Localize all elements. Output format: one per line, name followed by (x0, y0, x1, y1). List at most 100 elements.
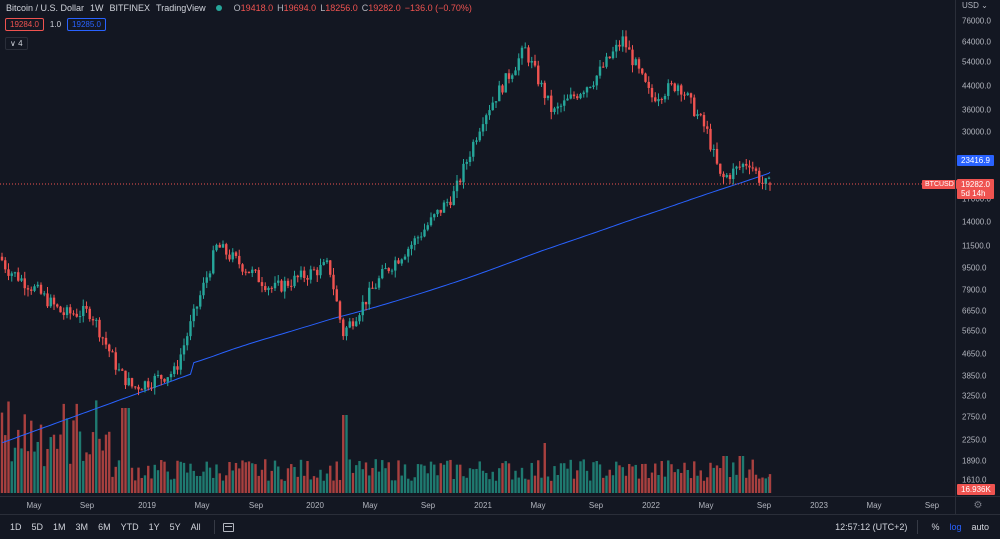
volume-bar (153, 464, 156, 493)
percent-scale-toggle[interactable]: % (931, 522, 940, 532)
price-tick-label: 5650.0 (962, 326, 987, 336)
range-button-5y[interactable]: 5Y (169, 522, 181, 532)
range-button-ytd[interactable]: YTD (120, 522, 139, 532)
sell-button[interactable]: 19284.0 (5, 18, 44, 31)
candle (195, 306, 199, 309)
volume-bar (173, 478, 176, 493)
price-tick-label: 6650.0 (962, 306, 987, 316)
volume-bar (611, 475, 615, 493)
candle (546, 95, 550, 99)
candle (741, 163, 745, 168)
log-scale-toggle[interactable]: log (949, 522, 962, 532)
candle (407, 248, 410, 257)
volume-bar (212, 477, 215, 493)
range-button-1y[interactable]: 1Y (148, 522, 160, 532)
volume-bar (33, 451, 36, 493)
time-tick-label: May (530, 501, 546, 510)
candle (46, 293, 49, 307)
volume-bar (104, 434, 108, 493)
range-button-3m[interactable]: 3M (75, 522, 89, 532)
candle (689, 93, 693, 98)
volume-bar (0, 412, 4, 493)
price-tick-label: 2250.0 (962, 435, 987, 445)
volume-bar (179, 461, 182, 493)
range-button-1m[interactable]: 1M (53, 522, 66, 532)
volume-bar (728, 477, 732, 493)
volume-bar (433, 464, 436, 493)
chart-settings-icon[interactable]: ⚙ (955, 496, 1000, 514)
candle (582, 92, 585, 95)
volume-bar (663, 476, 667, 493)
volume-bar (556, 474, 559, 493)
volume-bar (78, 431, 82, 493)
volume-bar (260, 469, 264, 493)
candlestick-plot[interactable] (0, 0, 955, 496)
volume-bar (124, 408, 127, 493)
volume-bar (231, 470, 234, 493)
volume-bar (540, 477, 543, 493)
indicators-toggle-button[interactable]: ∨ 4 (5, 37, 28, 50)
candle (176, 366, 179, 370)
candle (686, 93, 689, 95)
price-tick-label: 1610.0 (962, 475, 987, 485)
candle (303, 270, 306, 278)
candle (371, 287, 374, 289)
volume-bar (572, 478, 576, 493)
volume-bar (329, 465, 332, 493)
auto-scale-toggle[interactable]: auto (971, 522, 989, 532)
candle (533, 60, 537, 66)
candle (254, 269, 257, 271)
volume-bar (696, 475, 699, 493)
buy-button[interactable]: 19285.0 (67, 18, 106, 31)
candle (449, 201, 452, 206)
volume-bar (485, 472, 488, 493)
candle (62, 312, 65, 316)
volume-bar (394, 480, 397, 493)
candle (101, 337, 104, 339)
volume-bar (748, 469, 751, 493)
range-button-all[interactable]: All (190, 522, 201, 532)
clock-time[interactable]: 12:57:12 (UTC+2) (835, 522, 908, 532)
volume-bar (325, 473, 329, 493)
time-axis[interactable]: May Sep 2019 May Sep 2020 May Sep 2021 May Sep 2022… (0, 496, 955, 514)
candle (0, 256, 4, 261)
volume-bar (114, 466, 117, 493)
candle (566, 98, 569, 101)
range-button-6m[interactable]: 6M (98, 522, 111, 532)
candle (342, 319, 345, 337)
price-axis[interactable]: USD ⌄ 76000.0 64000.0 54000.0 44000.0 36000.… (955, 0, 1000, 496)
volume-bar (429, 461, 433, 493)
volume-bar (735, 474, 738, 493)
change-value: −136.0 (−0.70%) (404, 3, 472, 13)
candle (745, 163, 748, 166)
currency-selector[interactable]: USD ⌄ (962, 1, 988, 10)
candle (712, 148, 715, 150)
time-tick-label: Sep (588, 501, 604, 510)
candle (186, 336, 189, 346)
candle (205, 277, 208, 283)
volume-bar (738, 456, 741, 493)
symbol-title[interactable]: Bitcoin / U.S. Dollar (6, 3, 85, 13)
candle (95, 319, 98, 321)
volume-bar (192, 470, 195, 493)
time-tick-label: 2021 (474, 501, 492, 510)
volume-bar (176, 460, 179, 493)
range-button-1d[interactable]: 1D (10, 522, 22, 532)
volume-bar (754, 474, 758, 493)
go-to-date-icon[interactable] (222, 522, 234, 532)
candle (140, 389, 143, 391)
volume-bar (332, 480, 335, 493)
candle (309, 269, 312, 280)
volume-bar (407, 478, 410, 493)
candle (26, 288, 30, 290)
price-tick-label: 54000.0 (962, 57, 991, 67)
volume-bar (85, 452, 88, 493)
volume-bar (121, 408, 124, 493)
range-button-5d[interactable]: 5D (31, 522, 44, 532)
volume-bar (127, 408, 130, 493)
candle (368, 287, 371, 305)
volume-bar (520, 467, 524, 493)
candle (764, 178, 767, 184)
volume-bar (628, 463, 631, 493)
